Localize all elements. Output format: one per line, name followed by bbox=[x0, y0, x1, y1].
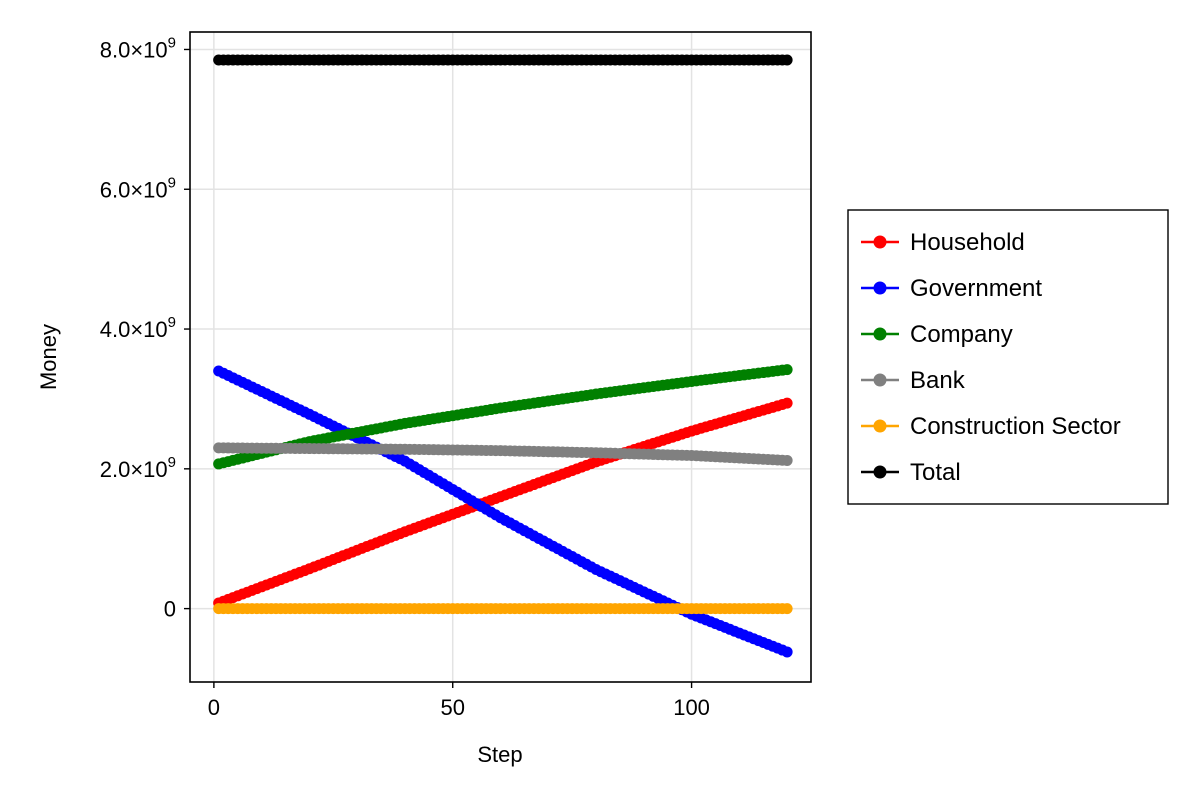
legend-label: Household bbox=[910, 229, 1025, 256]
data-point-company bbox=[781, 364, 793, 376]
y-tick-label-4: 8.0×109 bbox=[100, 34, 176, 62]
data-point-household bbox=[781, 397, 793, 409]
legend-dot-marker bbox=[873, 419, 887, 433]
x-tick-label-0: 0 bbox=[208, 695, 220, 720]
legend-label: Total bbox=[910, 459, 961, 486]
legend-item-construction-sector: Construction Sector bbox=[861, 413, 1121, 440]
legend-label: Construction Sector bbox=[910, 413, 1121, 440]
y-axis-label: Money bbox=[36, 324, 61, 390]
x-axis-ticks: 0 50 100 bbox=[208, 682, 710, 720]
legend-dot-marker bbox=[873, 327, 887, 341]
series-bank bbox=[213, 442, 793, 466]
legend-label: Government bbox=[910, 275, 1042, 302]
y-tick-label-0: 0 bbox=[164, 597, 176, 622]
series-construction-sector bbox=[213, 603, 793, 615]
legend-dot-marker bbox=[873, 235, 887, 249]
legend-dot-marker bbox=[873, 465, 887, 479]
series-total bbox=[213, 54, 793, 66]
legend: Household Government Company Bank Constructi… bbox=[847, 209, 1169, 505]
legend-label: Bank bbox=[910, 367, 966, 394]
legend-item-total: Total bbox=[861, 459, 961, 486]
series-household bbox=[213, 397, 793, 609]
x-tick-label-1: 50 bbox=[440, 695, 464, 720]
y-tick-label-3: 6.0×109 bbox=[100, 174, 176, 202]
data-point-bank bbox=[781, 454, 793, 466]
legend-item-household: Household bbox=[861, 229, 1025, 256]
y-tick-label-1: 2.0×109 bbox=[100, 454, 176, 482]
data-point-total bbox=[781, 54, 793, 66]
data-point-government bbox=[781, 646, 793, 658]
legend-dot-marker bbox=[873, 373, 887, 387]
data-point-construction-sector bbox=[781, 603, 793, 615]
legend-item-government: Government bbox=[861, 275, 1042, 302]
x-tick-label-2: 100 bbox=[673, 695, 710, 720]
y-axis-ticks: 0 2.0×109 4.0×109 6.0×109 8.0×109 bbox=[100, 34, 190, 622]
legend-box bbox=[847, 209, 1169, 505]
y-tick-label-2: 4.0×109 bbox=[100, 314, 176, 342]
x-axis-label: Step bbox=[477, 742, 522, 767]
plot-series bbox=[213, 54, 793, 658]
legend-label: Company bbox=[910, 321, 1013, 348]
plot-frame bbox=[189, 31, 812, 683]
legend-item-bank: Bank bbox=[861, 367, 966, 394]
legend-item-company: Company bbox=[861, 321, 1013, 348]
legend-dot-marker bbox=[873, 281, 887, 295]
